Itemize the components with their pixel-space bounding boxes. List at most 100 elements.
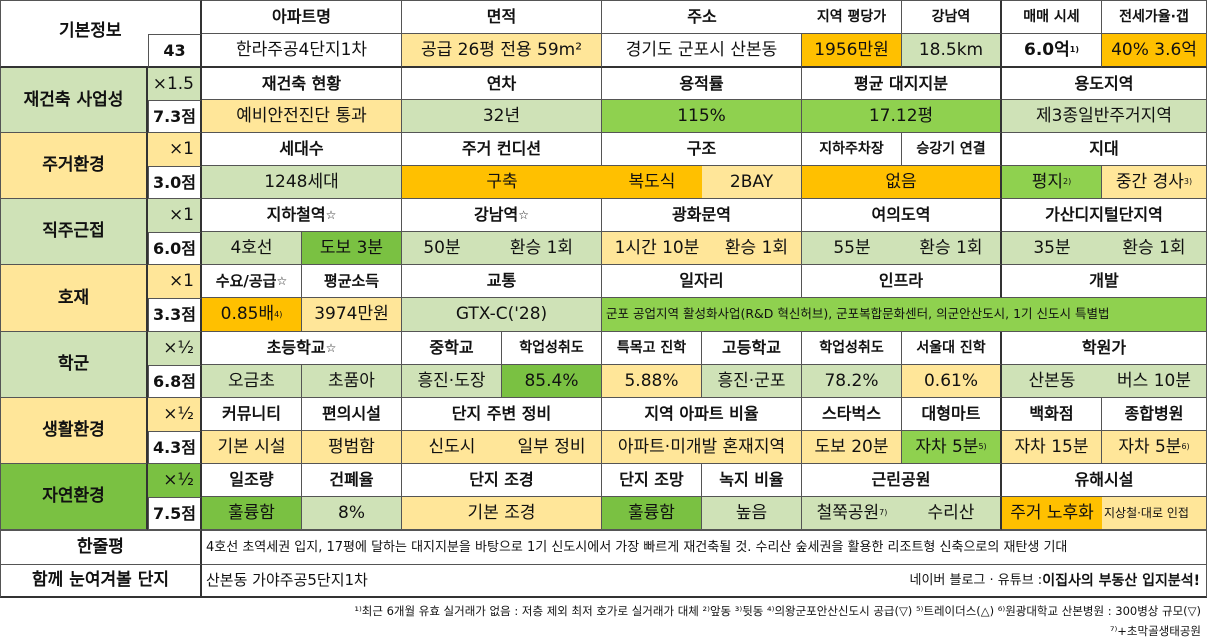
summary-label: 한줄평 (0, 530, 202, 565)
h-boon-transport: 교통 (402, 265, 602, 298)
h-rebuild-far: 용적률 (602, 68, 802, 100)
v-nature-rail: 지상철·대로 인접 (1102, 497, 1207, 530)
v-commute-line: 4호선 (202, 232, 302, 265)
value-area: 공급 26평 전용 59m² (402, 34, 602, 68)
score-boon: 3.3점 (148, 298, 202, 332)
h-boon-infra: 인프라 (802, 265, 1002, 298)
header-price-per-pyeong: 지역 평당가 (802, 0, 902, 34)
h-commute-gangnam: 강남역 ☆ (402, 199, 602, 232)
h-school-high: 고등학교 (702, 332, 802, 365)
supply-label: 수요/공급 (215, 271, 277, 290)
v-school-snu: 0.61% (902, 365, 1002, 398)
v-nature-view: 훌륭함 (602, 497, 702, 530)
h-boon-supply: 수요/공급 ☆ (202, 265, 302, 298)
h-rebuild-status: 재건축 현황 (202, 68, 402, 100)
h-school-mid-achv: 학업성취도 (502, 332, 602, 365)
weight-rebuild: ×1.5 (148, 68, 202, 100)
v-commute-yeouido-time: 55분 (802, 232, 902, 265)
v-rebuild-age: 32년 (402, 100, 602, 133)
score-living: 3.0점 (148, 166, 202, 199)
section-boon: 호재 (0, 265, 148, 332)
v-commute-gwanghwamun-time: 1시간 10분 (602, 232, 712, 265)
source-credit: 네이버 블로그 · 유튜브 : 이집사의 부동산 입지분석! (822, 565, 1207, 598)
h-rebuild-land: 평균 대지지분 (802, 68, 1002, 100)
score-life: 4.3점 (148, 431, 202, 464)
note-3: 3) (1183, 177, 1193, 186)
sale-value: 6.0억 (1024, 39, 1070, 60)
terrain-back: 중간 경사 (1115, 171, 1184, 192)
h-life-mart: 대형마트 (902, 398, 1002, 431)
basic-title: 기본정보 (59, 21, 122, 41)
h-school-high-achv: 학업성취도 (802, 332, 902, 365)
h-nature-landscape: 단지 조경 (402, 464, 602, 497)
section-nature: 자연환경 (0, 464, 148, 530)
v-life-starbucks: 도보 20분 (802, 431, 902, 464)
v-nature-aging: 주거 노후화 (1002, 497, 1102, 530)
v-life-newtown: 신도시 (402, 431, 502, 464)
info-table: 기본정보 43 아파트명 면적 주소 지역 평당가 강남역 매매 시세 전세가율… (0, 0, 1207, 598)
v-rebuild-zone: 제3종일반주거지역 (1002, 100, 1207, 133)
h-life-amenity: 편의시설 (302, 398, 402, 431)
h-life-ratio: 지역 아파트 비율 (602, 398, 802, 431)
h-commute-yeouido: 여의도역 (802, 199, 1002, 232)
compare-label: 함께 눈여겨볼 단지 (0, 565, 202, 598)
score-rebuild: 7.3점 (148, 100, 202, 133)
h-living-condition: 주거 컨디션 (402, 133, 602, 166)
v-boon-supply: 0.85배 4) (202, 298, 302, 332)
h-nature-park: 근린공원 (802, 464, 1002, 497)
v-living-parking: 없음 (802, 166, 1002, 199)
note-6: 6) (1181, 442, 1190, 451)
v-school-middle: 흥진·도장 (402, 365, 502, 398)
weight-life: ×½ (148, 398, 202, 431)
elem-label: 초등학교 (266, 338, 326, 357)
hospital-value: 자차 5분 (1118, 436, 1182, 457)
h-commute-subway: 지하철역 ☆ (202, 199, 402, 232)
h-boon-dev: 개발 (1002, 265, 1207, 298)
h-living-households: 세대수 (202, 133, 402, 166)
note-5: 5) (978, 442, 987, 451)
section-commute: 직주근접 (0, 199, 148, 265)
score-school: 6.8점 (148, 365, 202, 398)
note-4: 4) (274, 309, 283, 319)
header-gangnam: 강남역 (902, 0, 1002, 34)
v-commute-gasan-time: 35분 (1002, 232, 1102, 265)
note-7: 7) (879, 508, 888, 517)
h-rebuild-zone: 용도지역 (1002, 68, 1207, 100)
footnote-line-2: ⁷⁾+초막골생태공원 (1109, 624, 1201, 638)
h-nature-hazard: 유해시설 (1002, 464, 1207, 497)
weight-commute: ×1 (148, 199, 202, 232)
v-boon-transport: GTX-C('28) (402, 298, 602, 332)
v-life-community: 기본 시설 (202, 431, 302, 464)
subway-label: 지하철역 (266, 205, 326, 224)
summary-text: 4호선 초역세권 입지, 17평에 달하는 대지지분을 바탕으로 1기 신도시에… (202, 530, 1207, 565)
h-nature-green: 녹지 비율 (702, 464, 802, 497)
h-life-starbucks: 스타벅스 (802, 398, 902, 431)
value-price-per-pyeong: 1956만원 (802, 34, 902, 68)
v-commute-gangnam-time: 50분 (402, 232, 482, 265)
mart-value: 자차 5분 (915, 436, 979, 457)
h-boon-income: 평균소득 (302, 265, 402, 298)
v-school-high: 흥진·군포 (702, 365, 802, 398)
v-life-dept: 자차 15분 (1002, 431, 1102, 464)
v-boon-income: 3974만원 (302, 298, 402, 332)
value-address: 경기도 군포시 산본동 (602, 34, 802, 68)
v-nature-green: 높음 (702, 497, 802, 530)
star-icon: ☆ (325, 208, 337, 222)
h-living-structure: 구조 (602, 133, 802, 166)
weight-school: ×½ (148, 332, 202, 365)
section-rebuild: 재건축 사업성 (0, 68, 148, 133)
weight-living: ×1 (148, 133, 202, 166)
value-sale: 6.0억 1) (1002, 34, 1102, 68)
weight-boon: ×1 (148, 265, 202, 298)
park1-value: 철쭉공원 (816, 502, 880, 523)
header-area: 면적 (402, 0, 602, 34)
score-nature: 7.5점 (148, 497, 202, 530)
sale-note: 1) (1069, 45, 1079, 54)
v-living-back: 중간 경사 3) (1102, 166, 1207, 199)
v-rebuild-status: 예비안전진단 통과 (202, 100, 402, 133)
h-school-academy: 학원가 (1002, 332, 1207, 365)
h-boon-jobs: 일자리 (602, 265, 802, 298)
v-living-front: 평지 2) (1002, 166, 1102, 199)
h-school-elem: 초등학교 ☆ (202, 332, 402, 365)
h-life-dept: 백화점 (1002, 398, 1102, 431)
